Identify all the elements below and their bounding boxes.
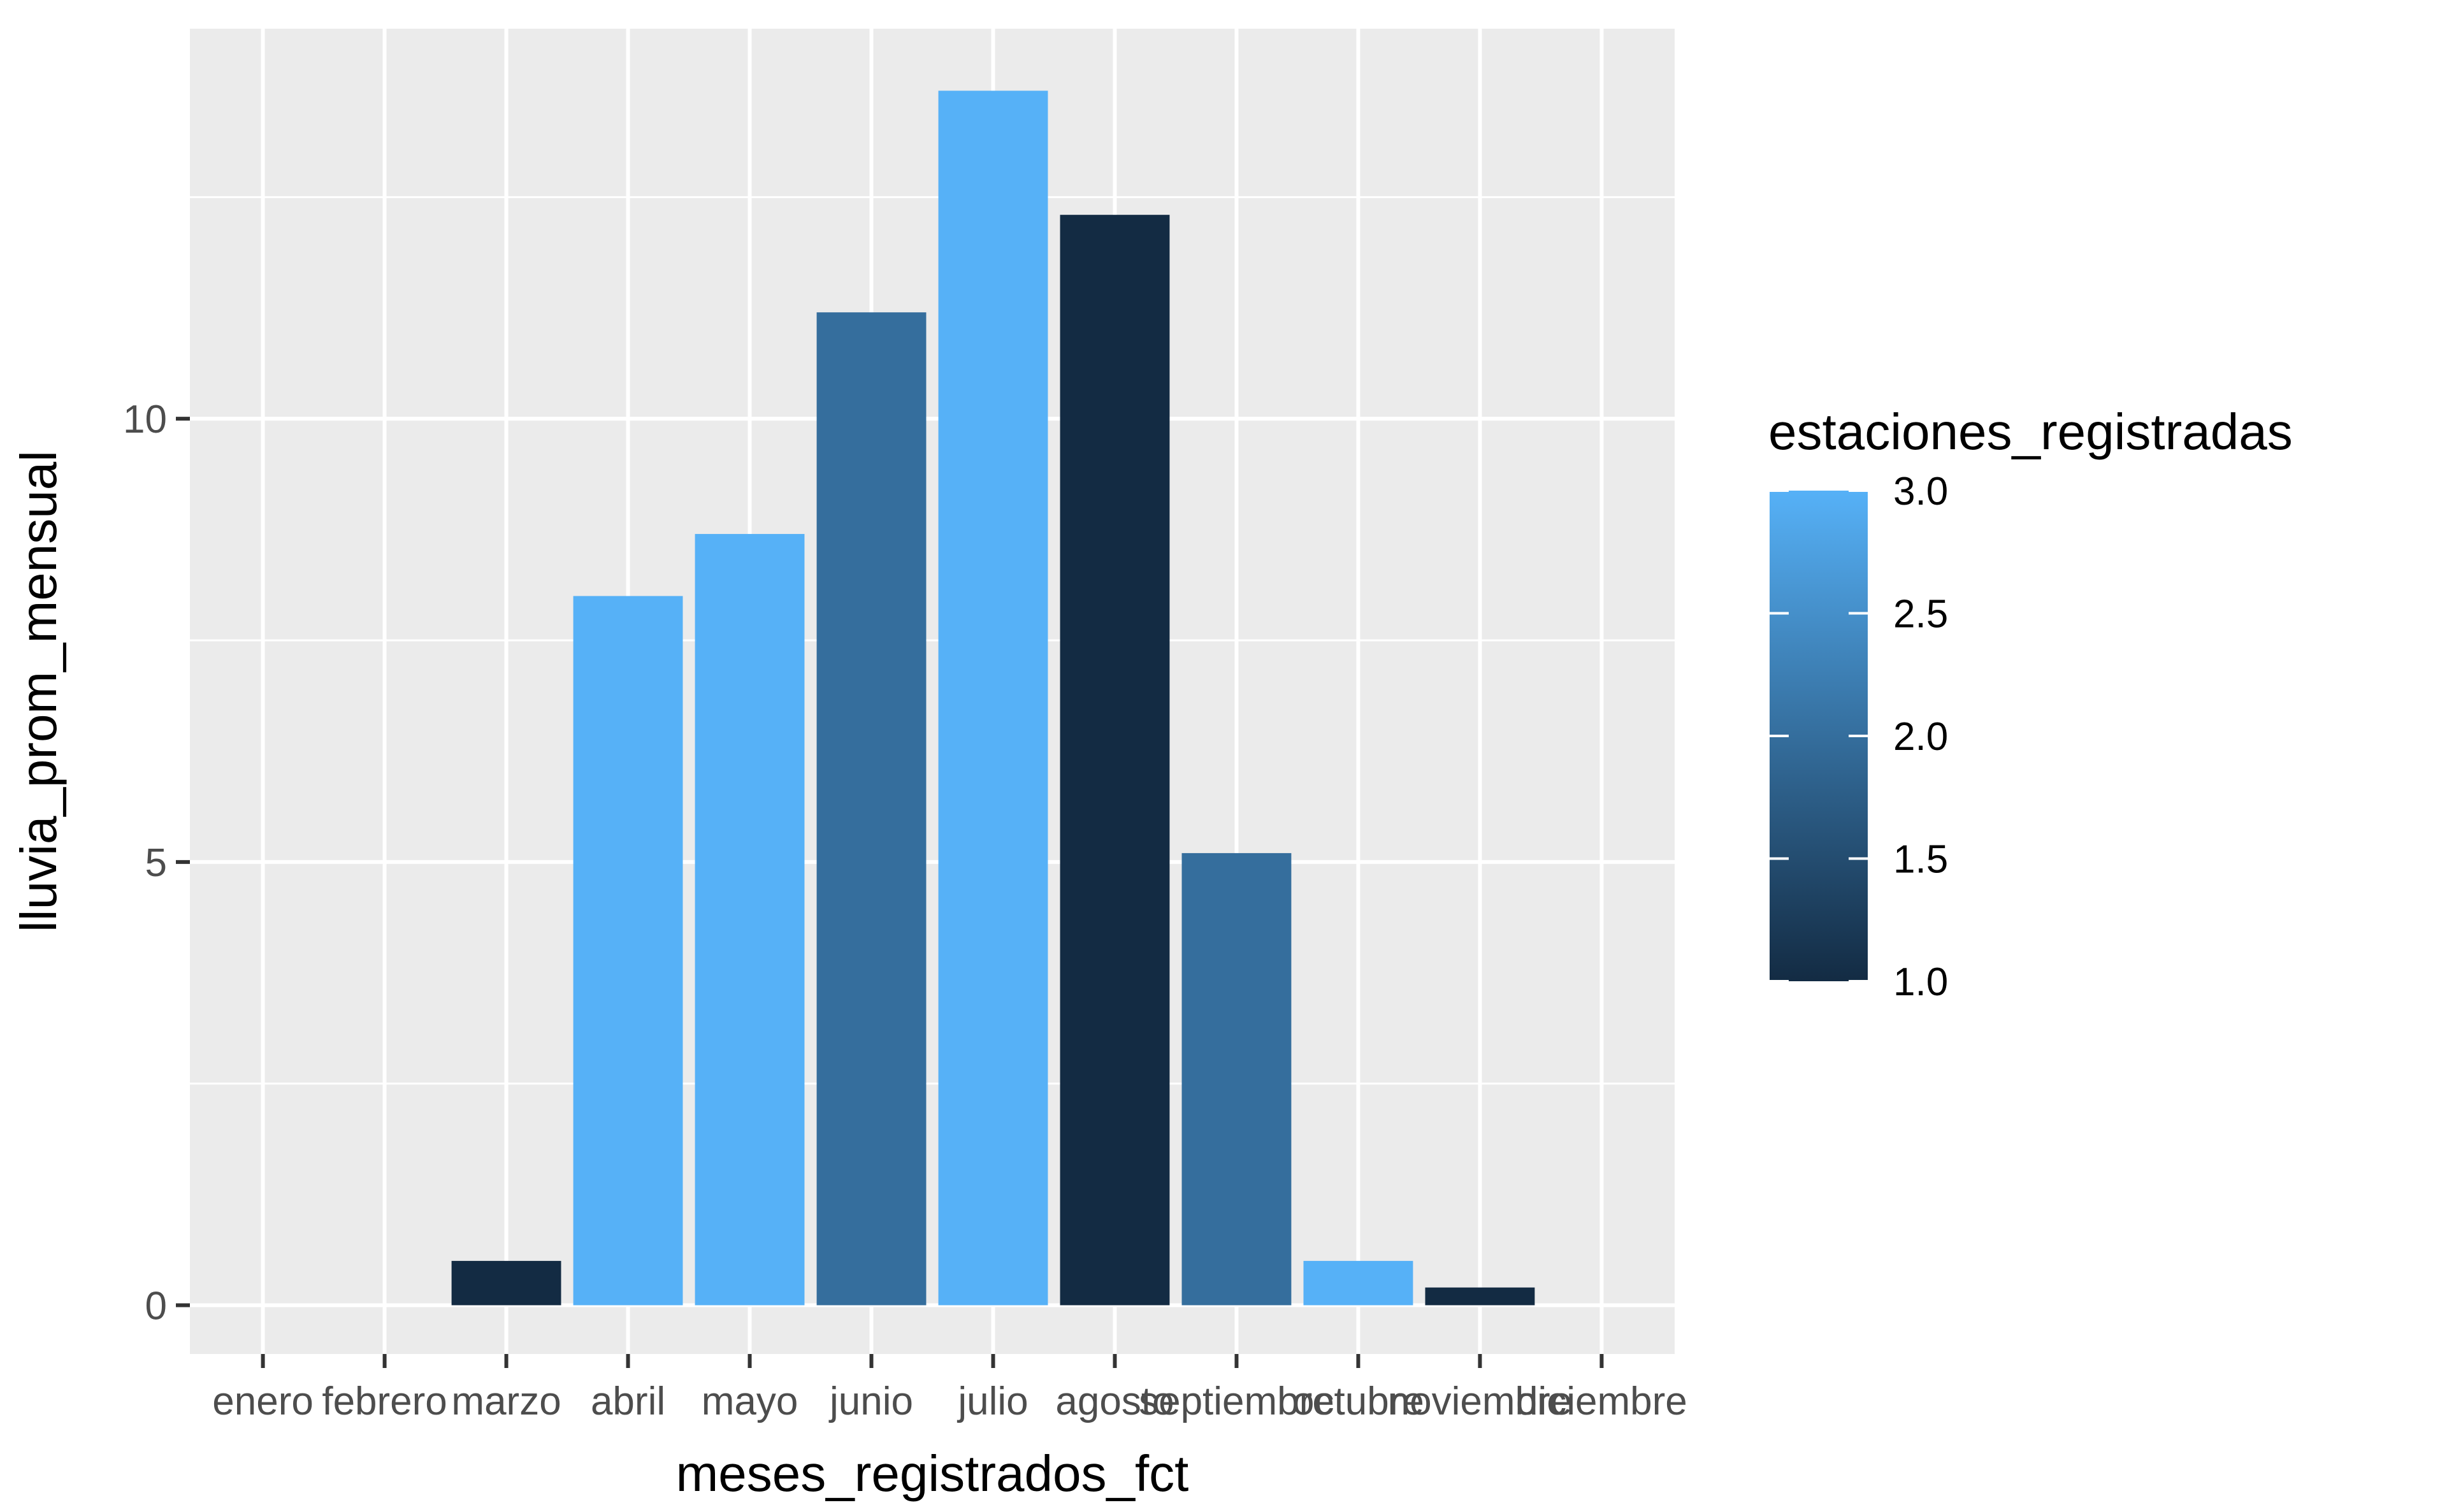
y-tick-label: 5	[145, 841, 167, 885]
x-tick-label-abril: abril	[591, 1379, 665, 1423]
y-axis: 0 5 10	[123, 398, 190, 1328]
y-axis-title: lluvia_prom_mensual	[10, 450, 67, 932]
bar-abril	[573, 596, 683, 1306]
x-tick-label-mayo: mayo	[702, 1379, 798, 1423]
bar-septiembre	[1181, 853, 1292, 1306]
legend-title: estaciones_registradas	[1768, 403, 2293, 460]
x-tick-label-agosto: agosto	[1055, 1379, 1174, 1423]
bar-noviembre	[1425, 1287, 1535, 1306]
x-tick-label-julio: julio	[956, 1379, 1028, 1423]
x-tick-label-noviembre: noviembre	[1388, 1379, 1572, 1423]
x-tick-label-junio: junio	[828, 1379, 913, 1423]
legend-label: 1.0	[1893, 960, 1948, 1004]
legend-ticks: 1.0 1.5 2.0 2.5 3.0	[1770, 470, 1948, 1004]
bars	[451, 90, 1535, 1306]
legend-label: 3.0	[1893, 470, 1948, 514]
bar-mayo	[695, 534, 805, 1306]
minor-gridlines	[190, 196, 1675, 1085]
bar-junio	[816, 312, 927, 1306]
bar-julio	[938, 90, 1048, 1306]
x-tick-label-marzo: marzo	[451, 1379, 561, 1423]
legend: estaciones_registradas 1.0 1.5 2.0 2.5 3.0	[1768, 403, 2293, 1004]
x-tick-label-octubre: octubre	[1292, 1379, 1424, 1423]
legend-label: 2.5	[1893, 593, 1948, 637]
bar-agosto	[1060, 215, 1170, 1306]
x-tick-label-septiembre: septiembre	[1139, 1379, 1334, 1423]
x-tick-label-diciembre: diciembre	[1516, 1379, 1687, 1423]
x-axis: enero febrero marzo abril mayo junio julio agos…	[212, 1354, 1687, 1423]
y-tick-label: 10	[123, 398, 167, 442]
x-tick-label-enero: enero	[212, 1379, 314, 1423]
y-tick-label: 0	[145, 1284, 167, 1328]
x-tick-label-febrero: febrero	[322, 1379, 447, 1423]
legend-label: 2.0	[1893, 715, 1948, 759]
bar-octubre	[1303, 1260, 1413, 1306]
bar-marzo	[451, 1260, 561, 1306]
x-axis-title: meses_registrados_fct	[676, 1445, 1189, 1502]
legend-label: 1.5	[1893, 838, 1948, 882]
panel-background	[190, 29, 1675, 1354]
